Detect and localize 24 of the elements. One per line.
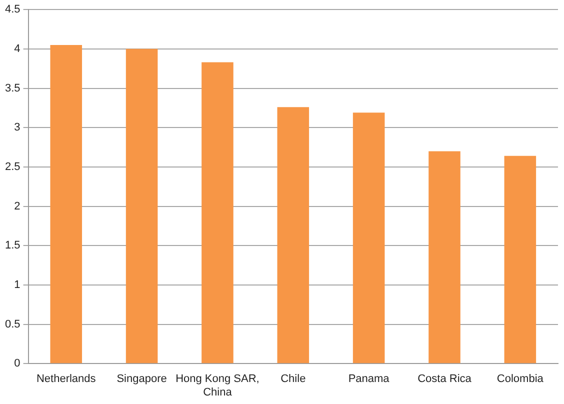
y-tick-label: 0	[14, 358, 20, 370]
y-tick-label: 4.5	[4, 4, 20, 16]
y-tick-label: 2	[14, 200, 20, 212]
y-tick-label: 2.5	[4, 160, 20, 173]
x-tick-label: Netherlands	[36, 373, 96, 386]
x-tick-label: Hong Kong SAR, China	[176, 373, 260, 398]
x-tick-label: Singapore	[116, 373, 167, 386]
y-tick-label: 0.5	[4, 318, 20, 330]
y-tick-label: 1	[14, 278, 20, 291]
x-tick-label: Colombia	[496, 373, 544, 386]
y-tick-label: 3.5	[4, 82, 20, 94]
y-tick-label: 4	[14, 42, 20, 55]
x-tick-label: Chile	[280, 373, 306, 386]
bar	[277, 107, 310, 364]
x-tick-label: Costa Rica	[418, 373, 472, 386]
bar	[126, 48, 158, 364]
x-tick-label: Panama	[348, 373, 390, 386]
bar	[202, 62, 234, 364]
bar	[50, 45, 82, 364]
y-tick-label: 3	[14, 122, 20, 134]
bar	[352, 112, 385, 364]
bar	[504, 156, 536, 364]
y-tick-label: 1.5	[4, 240, 20, 252]
bar	[428, 151, 460, 364]
